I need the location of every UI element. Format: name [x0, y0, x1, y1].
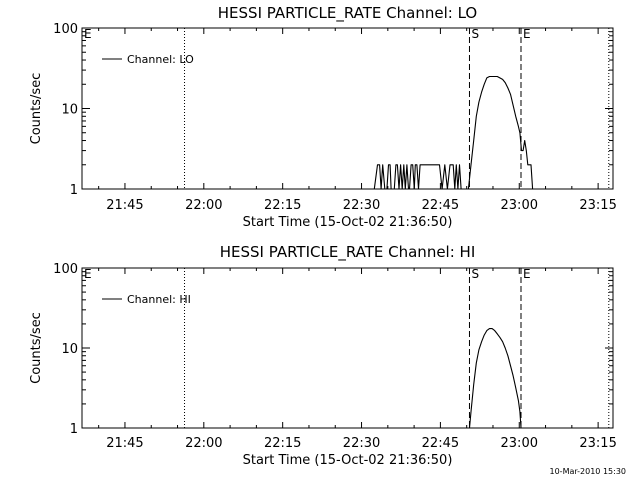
x-tick-label: 22:00: [185, 198, 222, 213]
chart-panel-lo: HESSI PARTICLE_RATE Channel: LO 21:45 22:0…: [29, 4, 617, 230]
x-tick-label: 23:15: [579, 436, 616, 451]
x-tick-label: 23:15: [579, 198, 616, 213]
x-tick-label: 22:30: [343, 198, 380, 213]
x-tick-label: 21:45: [106, 198, 143, 213]
y-tick-label: 100: [53, 262, 78, 277]
marker-label: S: [471, 267, 479, 281]
x-tick-label: 22:30: [343, 436, 380, 451]
chart-panel-hi: HESSI PARTICLE_RATE Channel: HI 21:45 22:0…: [29, 243, 617, 468]
marker-label: E: [523, 27, 531, 41]
y-tick-label: 10: [61, 103, 78, 118]
y-tick-label: 100: [53, 22, 78, 37]
legend-entry: Channel: HI: [127, 293, 191, 306]
x-tick-label: 22:00: [185, 436, 222, 451]
x-tick-label: 23:00: [501, 198, 538, 213]
series-line-0: [468, 328, 522, 429]
x-tick-label: 23:00: [501, 436, 538, 451]
marker-label: E: [84, 27, 92, 41]
x-axis-label: Start Time (15-Oct-02 21:36:50): [243, 453, 453, 468]
marker-label: E: [523, 267, 531, 281]
chart-title: HESSI PARTICLE_RATE Channel: LO: [218, 4, 477, 23]
y-axis-label: Counts/sec: [29, 73, 44, 145]
chart-title: HESSI PARTICLE_RATE Channel: HI: [220, 243, 476, 262]
x-tick-label: 22:15: [264, 436, 301, 451]
x-tick-label: 21:45: [106, 436, 143, 451]
x-tick-label: 22:45: [422, 198, 459, 213]
marker-label: E: [84, 267, 92, 281]
x-axis-label: Start Time (15-Oct-02 21:36:50): [243, 215, 453, 230]
y-axis-label: Counts/sec: [29, 312, 44, 384]
y-tick-label: 1: [70, 183, 78, 198]
x-tick-label: 22:15: [264, 198, 301, 213]
y-tick-label: 1: [70, 422, 78, 437]
plot-frame: [81, 267, 614, 429]
x-tick-label: 22:45: [422, 436, 459, 451]
legend-entry: Channel: LO: [127, 53, 194, 66]
marker-label: S: [471, 27, 479, 41]
series-line-0: [371, 75, 536, 190]
timestamp-footer: 10-Mar-2010 15:30: [550, 467, 627, 476]
y-tick-label: 10: [61, 342, 78, 357]
